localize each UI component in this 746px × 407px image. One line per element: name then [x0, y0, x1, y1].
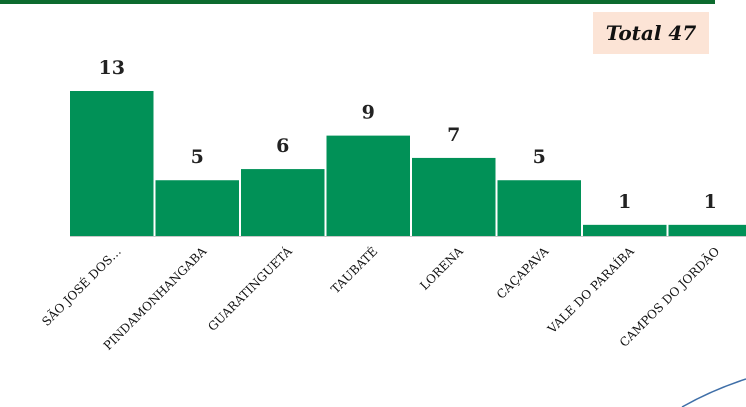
bar-value-label: 9: [362, 102, 375, 124]
total-badge: Total 47: [593, 12, 709, 54]
category-label: GUARATINGUETÁ: [205, 243, 296, 334]
category-label: TAUBATÉ: [328, 244, 381, 297]
bar: [583, 224, 667, 236]
bar-value-label: 5: [533, 146, 546, 168]
bar-value-label: 1: [618, 191, 631, 213]
bar-value-label: 1: [704, 191, 717, 213]
bar: [668, 224, 746, 236]
bar: [326, 135, 410, 236]
bar: [241, 169, 325, 236]
category-label: CAMPOS DO JORDÃO: [616, 243, 722, 349]
top-divider: [0, 0, 715, 4]
bar-value-label: 7: [447, 124, 460, 146]
category-label: VALE DO PARAÍBA: [544, 243, 638, 337]
category-label: CAÇAPAVA: [494, 244, 552, 302]
bar-value-label: 5: [191, 146, 204, 168]
bar: [497, 180, 581, 236]
bar: [155, 180, 239, 236]
bar: [412, 157, 496, 236]
decorative-arc: [681, 378, 746, 407]
bar: [70, 91, 154, 236]
bar-value-label: 13: [99, 57, 125, 79]
total-label: Total 47: [605, 21, 697, 45]
category-label: LORENA: [417, 244, 466, 293]
category-label: SÃO JOSÉ DOS…: [39, 244, 124, 329]
bar-value-label: 6: [276, 135, 289, 157]
